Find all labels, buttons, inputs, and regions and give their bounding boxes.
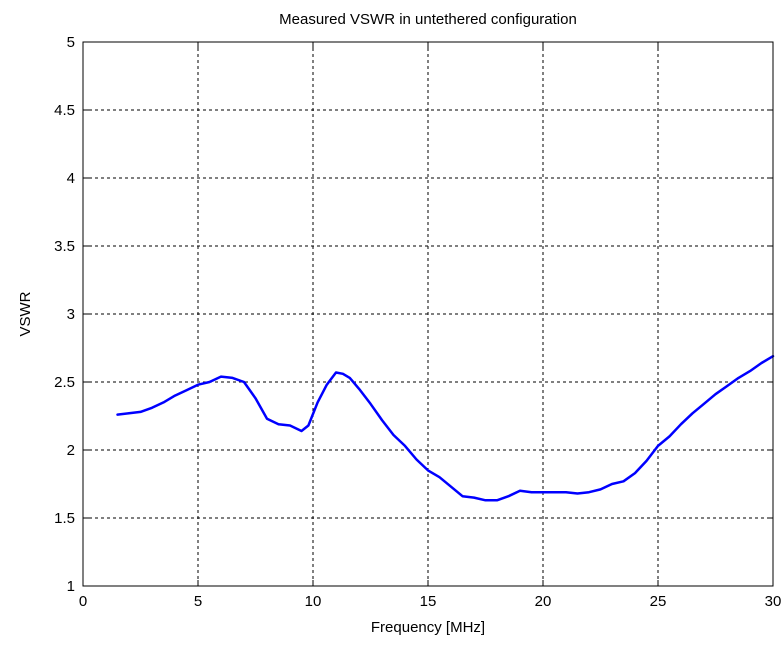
tick-marks <box>82 41 774 587</box>
vswr-data-point <box>254 397 257 399</box>
vswr-data-point <box>760 362 763 364</box>
vswr-data-point <box>657 445 659 447</box>
vswr-data-point <box>691 412 694 414</box>
vswr-data-point <box>404 445 406 447</box>
vswr-data-point <box>576 492 579 495</box>
x-tick-label: 30 <box>765 593 782 610</box>
vswr-data-point <box>174 395 176 397</box>
vswr-data-point <box>599 488 602 491</box>
vswr-data-point <box>542 491 544 493</box>
vswr-data-point <box>703 403 705 405</box>
y-tick-label: 4 <box>67 170 75 187</box>
vswr-data-point <box>220 375 222 378</box>
x-tick-label: 15 <box>420 593 437 610</box>
vswr-data-point <box>358 388 360 390</box>
vswr-data-point <box>749 370 751 372</box>
vswr-data-point <box>461 495 464 497</box>
vswr-data-point <box>342 373 344 375</box>
vswr-data-point <box>289 424 291 427</box>
vswr-data-point <box>565 491 567 493</box>
y-tick-label: 1 <box>67 578 75 595</box>
vswr-data-point <box>231 377 234 379</box>
x-tick-label: 0 <box>79 593 87 610</box>
vswr-data-point <box>197 384 199 386</box>
x-axis-label: Frequency [MHz] <box>371 619 485 636</box>
vswr-data-point <box>680 423 682 425</box>
vswr-data-point <box>668 435 671 437</box>
vswr-data-point <box>519 490 521 492</box>
vswr-data-point <box>427 469 429 471</box>
vswr-data-point <box>335 371 337 374</box>
vswr-data-point <box>277 423 280 425</box>
grid-lines <box>83 42 773 586</box>
vswr-data-point <box>151 407 153 409</box>
series-layer <box>116 354 775 502</box>
vswr-data-point <box>726 385 728 387</box>
vswr-data-point <box>266 418 268 420</box>
vswr-data-point <box>473 497 475 499</box>
vswr-series-line <box>116 354 775 502</box>
vswr-data-point <box>450 486 452 488</box>
y-tick-label: 5 <box>67 34 75 51</box>
vswr-data-point <box>116 414 119 416</box>
vswr-data-point <box>634 472 636 474</box>
vswr-data-point <box>139 411 142 413</box>
vswr-data-point <box>622 480 625 482</box>
x-tick-label: 25 <box>650 593 667 610</box>
vswr-data-point <box>496 499 498 501</box>
vswr-data-point <box>317 401 319 403</box>
vswr-data-point <box>392 434 395 436</box>
vswr-data-point <box>553 491 556 493</box>
vswr-data-point <box>300 430 303 432</box>
x-tick-labels: 0 5 10 15 20 25 30 <box>79 593 782 610</box>
y-tick-label: 4.5 <box>54 102 75 119</box>
y-tick-labels: 1 1.5 2 2.5 3 3.5 4 4.5 5 <box>54 34 75 595</box>
y-axis-label: VSWR <box>17 291 34 336</box>
vswr-data-point <box>307 424 309 427</box>
vswr-data-point <box>714 393 717 395</box>
vswr-data-point <box>208 381 211 383</box>
vswr-data-point <box>185 389 188 391</box>
vswr-data-point <box>415 458 418 461</box>
vswr-data-point <box>737 377 740 379</box>
y-tick-label: 2.5 <box>54 374 75 391</box>
vswr-data-point <box>349 377 351 379</box>
x-tick-label: 5 <box>194 593 202 610</box>
vswr-data-point <box>611 483 613 485</box>
y-tick-label: 2 <box>67 442 75 459</box>
vswr-data-point <box>588 491 590 493</box>
y-tick-label: 3.5 <box>54 238 75 255</box>
vswr-data-point <box>243 381 245 383</box>
x-tick-label: 20 <box>535 593 552 610</box>
x-tick-label: 10 <box>305 593 322 610</box>
y-tick-label: 3 <box>67 306 75 323</box>
vswr-data-point <box>369 403 372 405</box>
vswr-data-point <box>381 419 383 421</box>
vswr-data-point <box>507 495 510 497</box>
vswr-data-point <box>530 491 533 493</box>
chart-title: Measured VSWR in untethered configuratio… <box>279 11 577 28</box>
vswr-data-point <box>128 412 130 414</box>
y-tick-label: 1.5 <box>54 510 75 527</box>
vswr-data-point <box>645 460 648 462</box>
vswr-data-point <box>162 401 165 403</box>
vswr-data-point <box>438 476 441 478</box>
vswr-data-point <box>484 499 487 501</box>
vswr-data-point <box>326 384 328 386</box>
